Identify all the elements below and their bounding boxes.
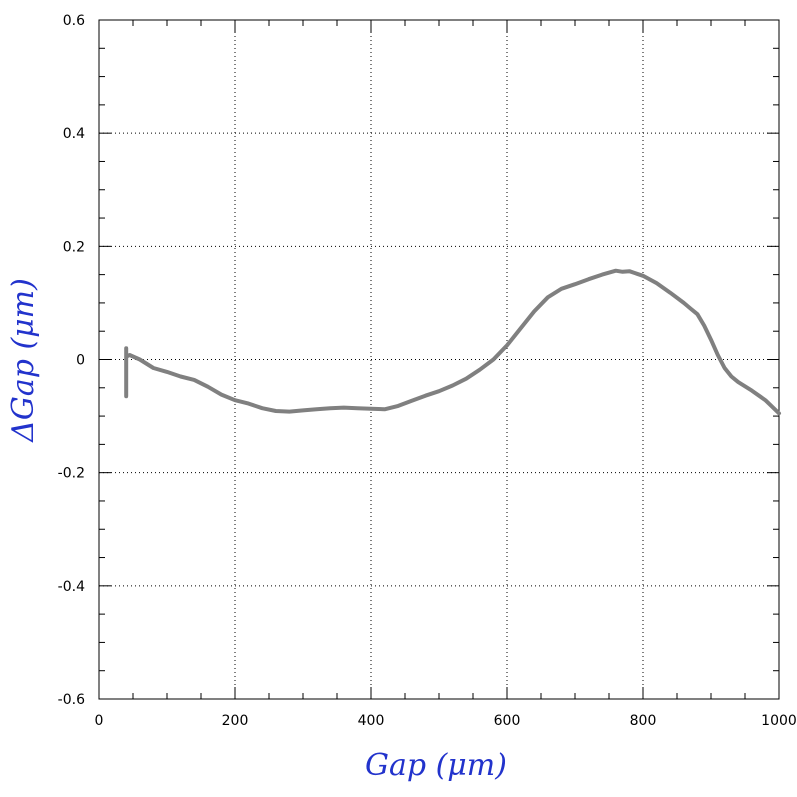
series-line [124,268,781,416]
x-tick-label: 1000 [761,713,797,729]
x-tick-label: 400 [358,713,385,729]
y-tick-label: -0.6 [58,692,85,708]
x-tick-label: 600 [494,713,521,729]
x-tick-label: 800 [630,713,657,729]
y-tick-label: 0.6 [63,13,85,29]
y-tick-labels: -0.6 -0.4 -0.2 0 0.2 0.4 0.6 [58,13,85,708]
x-tick-label: 200 [222,713,249,729]
grid-lines [99,20,779,699]
x-tick-label: 0 [95,713,104,729]
y-tick-label: -0.4 [58,579,85,595]
y-tick-label: -0.2 [58,466,85,482]
x-tick-labels: 0 200 400 600 800 1000 [95,713,797,729]
y-tick-label: 0.2 [63,239,85,255]
data-series [124,268,781,416]
y-axis-title: ΔGap (μm) [6,278,41,443]
y-tick-label: 0 [76,353,85,369]
axis-ticks [98,19,780,700]
x-axis-title: Gap (μm) [365,748,507,783]
y-tick-label: 0.4 [63,126,85,142]
